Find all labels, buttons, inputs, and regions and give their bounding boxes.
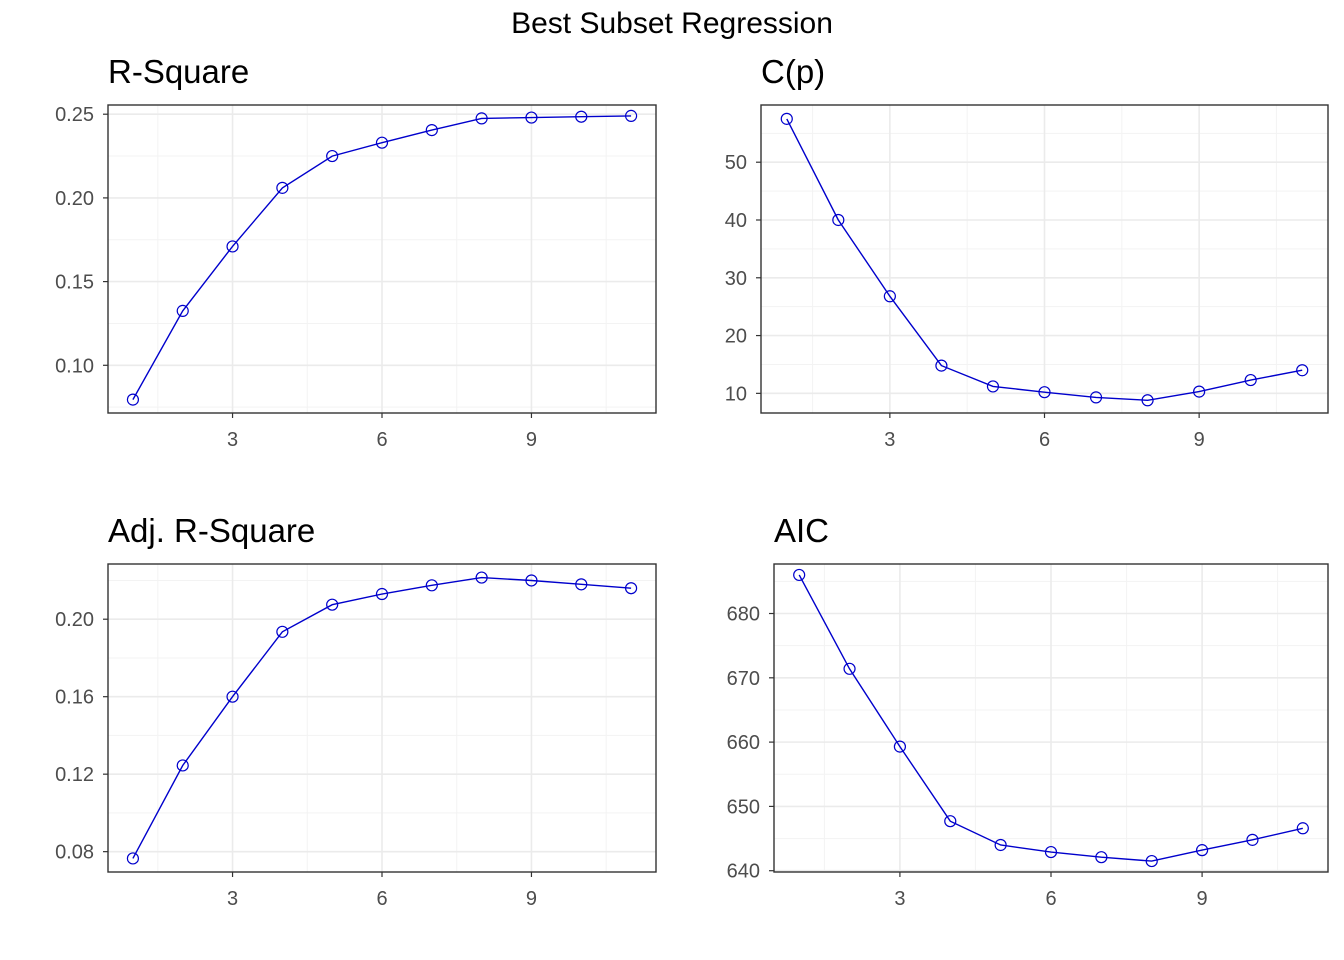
panel-adj-r-square: Adj. R-Square 3 6 9 0.08 0.12 0.16 0.20 (55, 512, 657, 910)
data-point-cp (1244, 373, 1257, 387)
y-tick-label-cp: 50 (725, 152, 747, 174)
data-point-r-square (575, 110, 588, 123)
data-point-cp (1141, 394, 1154, 407)
panel-r-square: R-Square 3 6 9 0.10 0.15 0.20 0.25 (55, 53, 657, 451)
x-tick-label-r-square: 9 (526, 429, 537, 451)
data-point-cp (935, 359, 948, 372)
y-tick-label-adj-r-square: 0.08 (55, 842, 94, 864)
data-point-aic (1145, 854, 1158, 868)
data-point-aic (893, 740, 907, 753)
x-tick-label-cp: 9 (1194, 429, 1205, 451)
x-tick-label-aic: 6 (1045, 888, 1056, 910)
x-tick-label-adj-r-square: 6 (376, 888, 387, 910)
data-point-aic (1044, 845, 1058, 859)
series-line-adj-r-square (132, 576, 632, 859)
data-point-cp (1296, 364, 1309, 377)
x-tick-label-aic: 9 (1197, 888, 1208, 910)
data-point-cp (986, 380, 1000, 393)
y-tick-label-aic: 650 (727, 796, 760, 818)
y-tick-label-aic: 680 (727, 604, 760, 626)
data-point-cp (1038, 386, 1051, 399)
x-tick-label-r-square: 6 (376, 429, 387, 451)
data-point-cp (780, 112, 793, 125)
data-point-adj-r-square (425, 579, 438, 592)
data-point-adj-r-square (525, 574, 538, 587)
series-line-aic (798, 574, 1303, 862)
y-tick-label-cp: 30 (725, 268, 747, 290)
data-point-cp (883, 290, 896, 303)
data-point-cp (832, 213, 845, 227)
x-tick-label-r-square: 3 (227, 429, 238, 451)
x-tick-label-cp: 3 (884, 429, 895, 451)
series-line-r-square (132, 115, 632, 400)
y-tick-label-cp: 20 (725, 326, 747, 348)
panel-aic: AIC 3 6 9 640 650 660 670 680 (727, 512, 1329, 910)
x-tick-label-aic: 3 (894, 888, 905, 910)
y-tick-label-r-square: 0.15 (55, 272, 94, 294)
data-point-adj-r-square (176, 759, 189, 772)
x-tick-label-adj-r-square: 3 (227, 888, 238, 910)
data-point-aic (843, 662, 856, 675)
data-point-adj-r-square (375, 587, 389, 601)
y-tick-label-cp: 40 (725, 210, 747, 232)
panel-cp: C(p) 3 6 9 10 20 30 40 50 (725, 53, 1329, 451)
y-tick-label-adj-r-square: 0.16 (55, 687, 94, 709)
data-point-adj-r-square (126, 852, 140, 865)
data-point-adj-r-square (575, 578, 588, 591)
y-tick-label-aic: 670 (727, 668, 760, 690)
panel-title-adj-r-square: Adj. R-Square (108, 512, 315, 549)
data-point-aic (1195, 844, 1209, 857)
x-tick-label-cp: 6 (1039, 429, 1050, 451)
data-point-r-square (425, 124, 438, 137)
panel-title-r-square: R-Square (108, 53, 249, 90)
panel-title-cp: C(p) (761, 53, 825, 90)
data-point-aic (944, 815, 957, 828)
figure-title: Best Subset Regression (511, 7, 833, 40)
y-tick-label-cp: 10 (725, 383, 747, 405)
data-point-r-square (276, 181, 289, 194)
data-point-r-square (525, 111, 538, 124)
data-point-adj-r-square (475, 571, 488, 584)
data-point-r-square (624, 109, 638, 122)
data-point-aic (793, 568, 806, 582)
data-point-aic (1095, 851, 1108, 864)
data-point-r-square (126, 393, 140, 406)
y-tick-label-r-square: 0.20 (55, 188, 94, 210)
data-point-aic (1296, 822, 1309, 835)
data-point-r-square (326, 149, 339, 163)
data-point-aic (1246, 833, 1259, 846)
data-point-r-square (375, 136, 389, 149)
y-tick-label-r-square: 0.10 (55, 355, 94, 377)
data-point-adj-r-square (624, 582, 638, 595)
data-point-r-square (226, 240, 239, 253)
panel-title-aic: AIC (774, 512, 829, 549)
data-point-adj-r-square (276, 625, 289, 638)
x-tick-label-adj-r-square: 9 (526, 888, 537, 910)
data-point-r-square (176, 304, 189, 317)
y-tick-label-adj-r-square: 0.12 (55, 764, 94, 786)
data-point-adj-r-square (226, 690, 239, 703)
data-point-cp (1089, 391, 1103, 404)
data-point-r-square (475, 112, 488, 125)
data-point-adj-r-square (326, 598, 339, 611)
y-tick-label-adj-r-square: 0.20 (55, 609, 94, 631)
series-line-cp (786, 118, 1303, 402)
y-tick-label-aic: 640 (727, 861, 760, 883)
y-tick-label-r-square: 0.25 (55, 104, 94, 126)
data-point-aic (994, 838, 1007, 852)
data-point-cp (1193, 385, 1206, 398)
y-tick-label-aic: 660 (727, 732, 760, 754)
